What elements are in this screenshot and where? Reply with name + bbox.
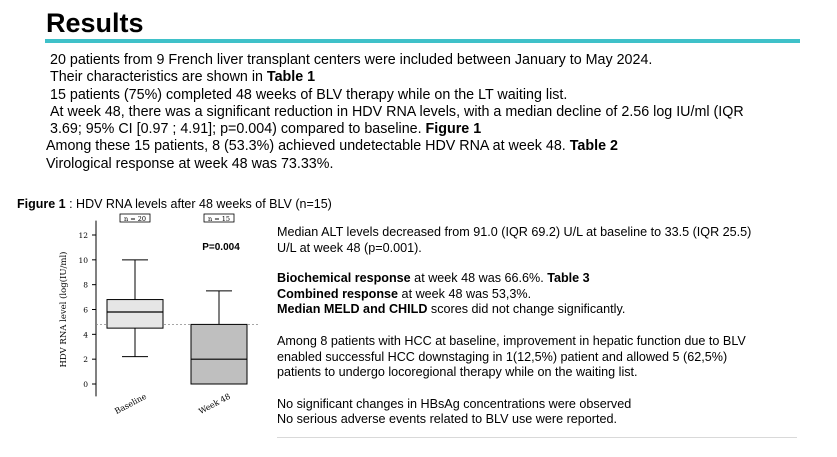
combined-line: Combined response at week 48 was 53,3%. (277, 286, 532, 301)
meld-line: Median MELD and CHILD scores did not cha… (277, 302, 626, 317)
bottom-divider (277, 437, 797, 438)
alt-line-1: Median ALT levels decreased from 91.0 (I… (277, 225, 752, 239)
p-value-annotation: P=0.004 (202, 242, 240, 253)
y-axis-label: HDV RNA level (log(IU/ml) (58, 252, 69, 368)
box-2 (190, 323, 248, 385)
table1-ref: Table 1 (266, 69, 316, 86)
final-line-1: No significant changes in HBsAg concentr… (277, 396, 632, 411)
figure-caption: Figure 1 : HDV RNA levels after 48 weeks… (17, 197, 332, 211)
title-underline (45, 39, 800, 43)
intro-line-6: Among these 15 patients, 8 (53.3%) achie… (46, 138, 618, 155)
x-category-label: Baseline (113, 392, 148, 416)
y-tick-label: 0 (83, 380, 88, 389)
y-tick-label: 4 (83, 330, 88, 339)
y-tick-label: 10 (78, 256, 88, 265)
n-label: n = 20 (124, 215, 146, 223)
intro-line-2: Their characteristics are shown in Table… (50, 69, 316, 86)
y-tick-label: 2 (83, 355, 88, 364)
n-label-box (119, 213, 151, 223)
y-tick-label: 6 (83, 306, 88, 315)
intro-line-4: At week 48, there was a significant redu… (50, 103, 744, 120)
intro-line-5: 3.69; 95% CI [0.97 ; 4.91]; p=0.004) com… (50, 121, 482, 138)
box-1 (106, 299, 164, 329)
figure1-ref: Figure 1 (425, 121, 482, 138)
hcc-line-2: enabled successful HCC downstaging in 1(… (277, 349, 728, 364)
table2-ref: Table 2 (569, 138, 618, 155)
x-category-label: Week 48 (197, 392, 232, 416)
y-tick-label: 8 (83, 281, 88, 290)
biochemical-line: Biochemical response at week 48 was 66.6… (277, 271, 590, 286)
intro-line-7: Virological response at week 48 was 73.3… (46, 155, 334, 172)
intro-line-1: 20 patients from 9 French liver transpla… (50, 52, 653, 68)
y-tick-label: 12 (78, 231, 88, 240)
intro-line-3: 15 patients (75%) completed 48 weeks of … (50, 86, 568, 103)
hcc-line-1: Among 8 patients with HCC at baseline, i… (277, 333, 746, 348)
hcc-line-3: patients to undergo locoregional therapy… (277, 365, 638, 380)
alt-line-2: U/L at week 48 (p=0.001). (277, 240, 422, 255)
intro-text: 20 patients from 9 French liver transpla… (46, 52, 800, 173)
n-label-box (203, 213, 235, 223)
results-text: Median ALT levels decreased from 91.0 (I… (277, 225, 807, 428)
final-line-2: No serious adverse events related to BLV… (277, 412, 617, 427)
section-title: Results (46, 8, 144, 38)
n-label: n = 15 (208, 215, 230, 223)
